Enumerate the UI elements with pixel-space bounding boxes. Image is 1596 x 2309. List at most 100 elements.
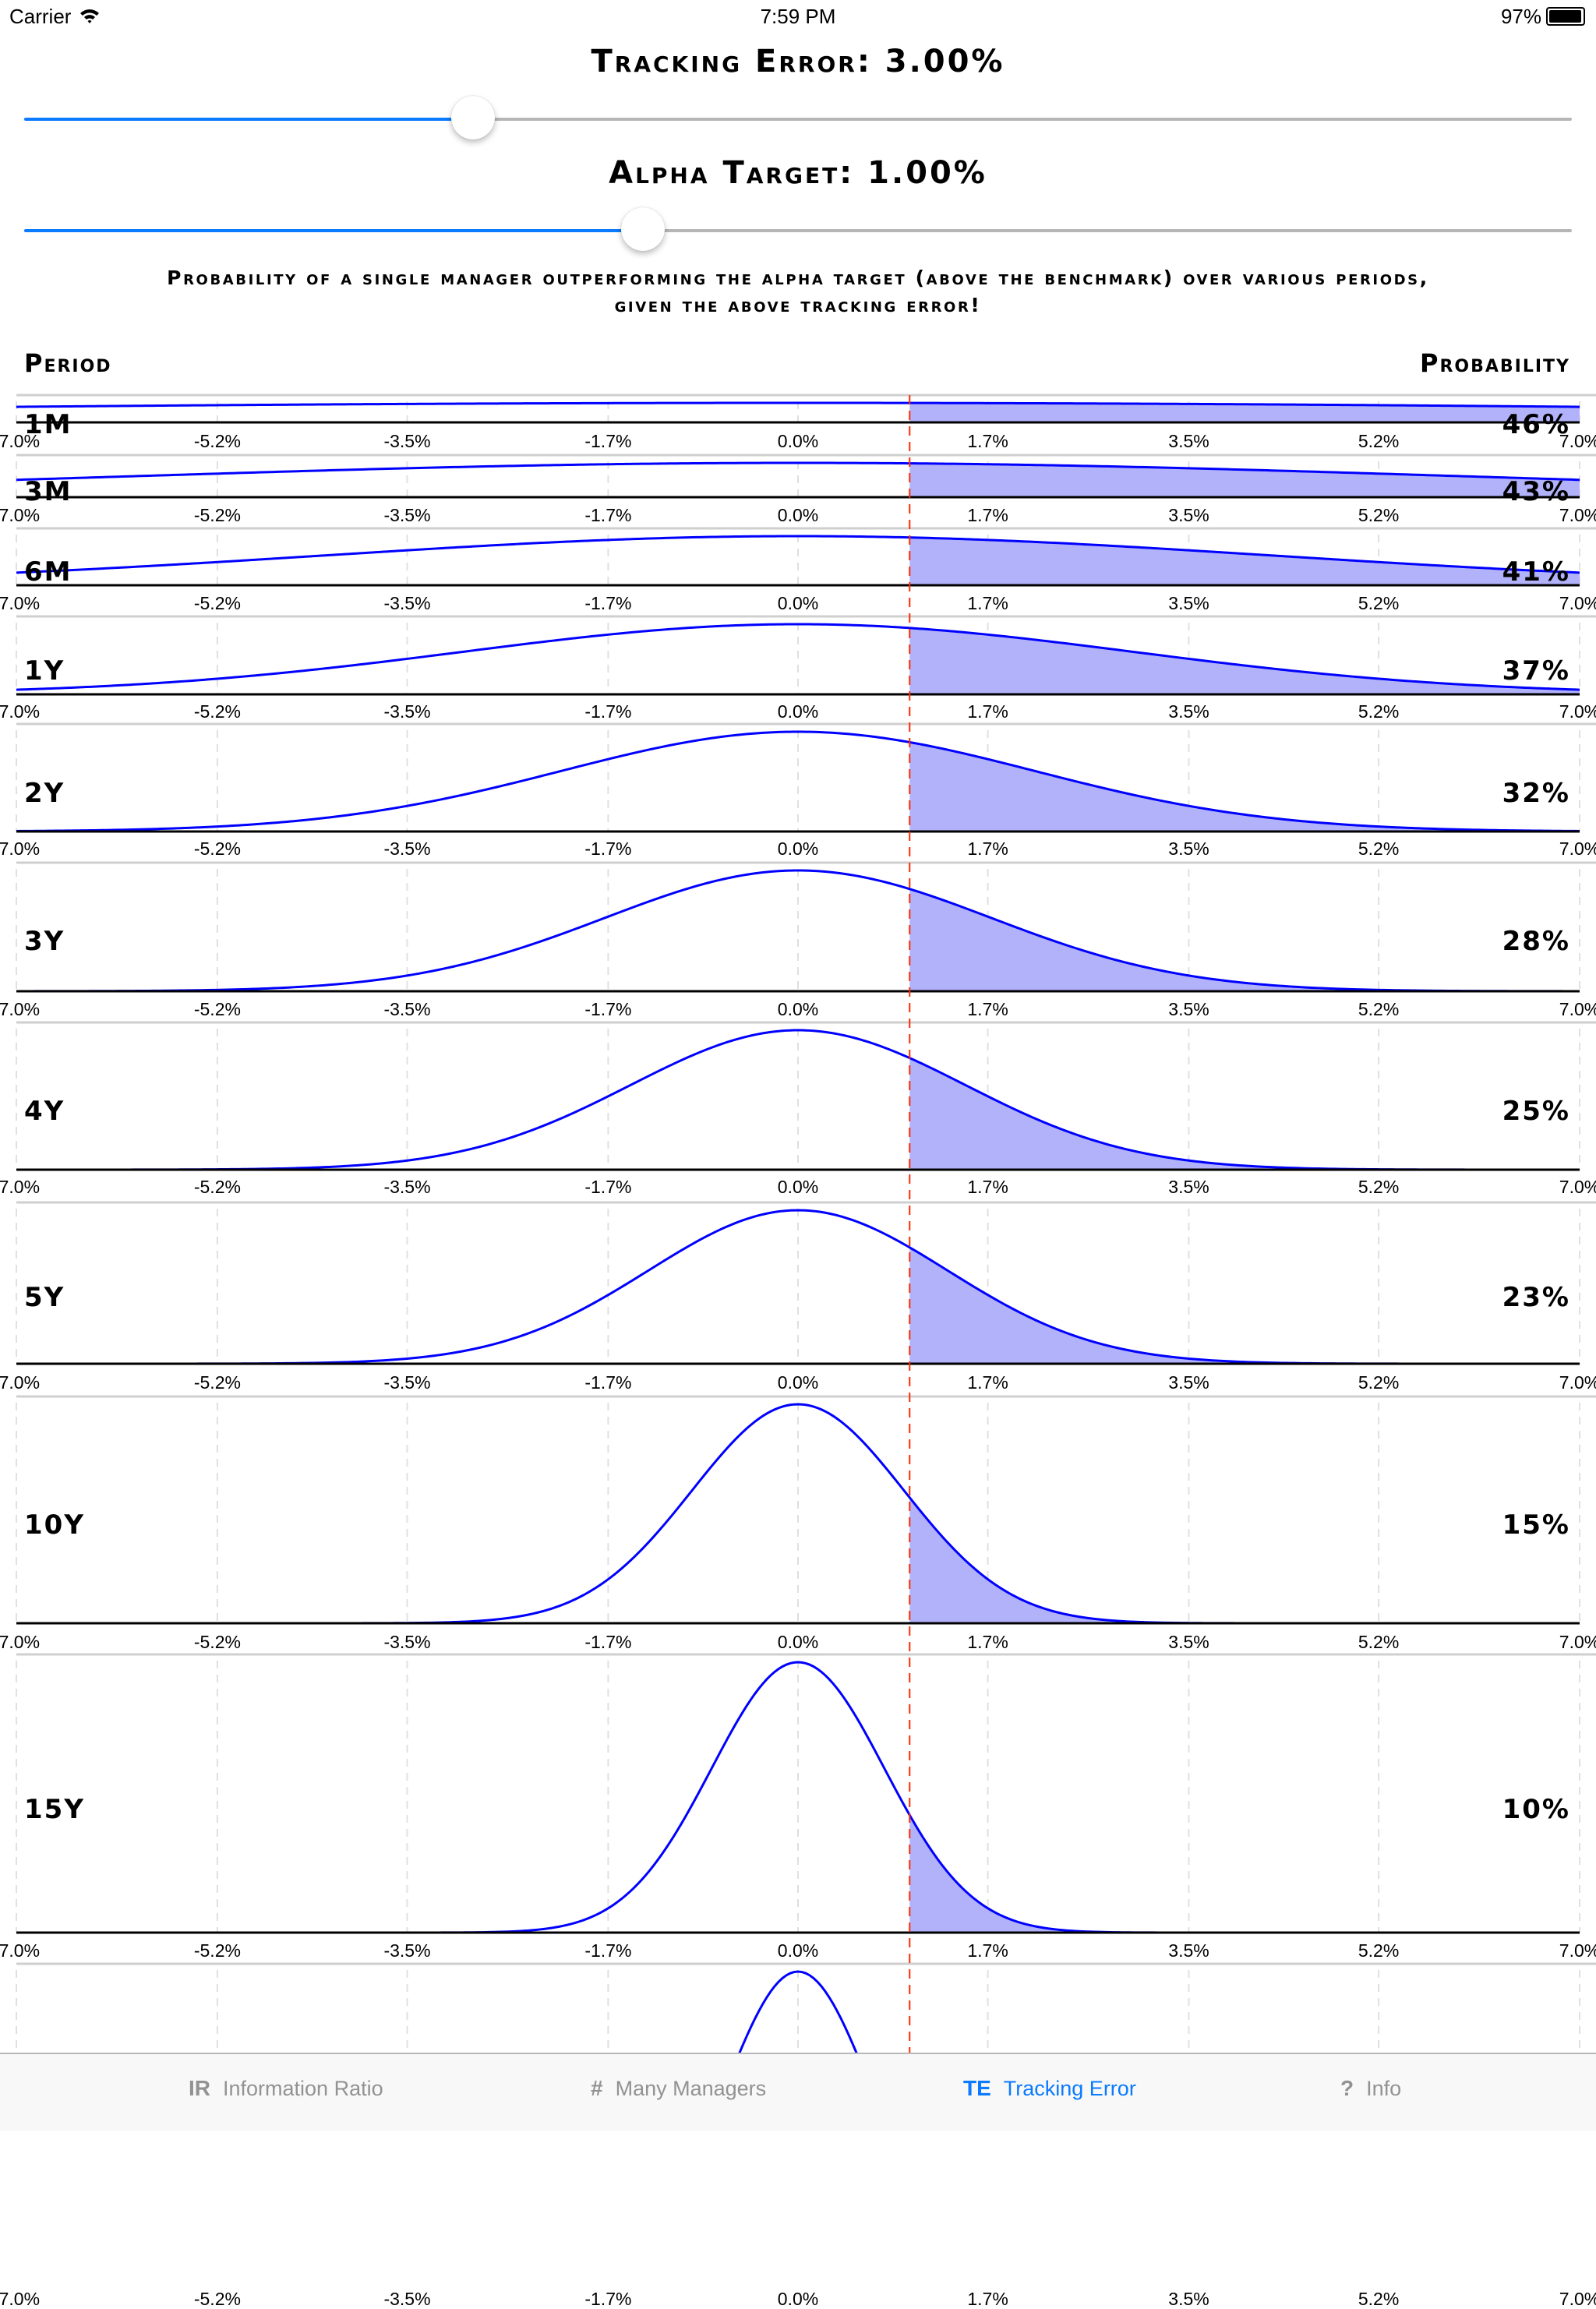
x-tick-label: 3.5% bbox=[1168, 1177, 1209, 1197]
x-tick-label: 7.0% bbox=[1559, 505, 1596, 525]
period-label: 3Y bbox=[24, 926, 65, 957]
x-tick-label: 0.0% bbox=[777, 839, 819, 859]
distribution-curve bbox=[16, 623, 1580, 691]
x-tick-label: 1.7% bbox=[967, 431, 1008, 451]
probability-value: 23% bbox=[1502, 1282, 1570, 1313]
x-tick-label: -5.2% bbox=[193, 1940, 241, 1961]
wifi-icon bbox=[80, 9, 99, 24]
probability-value: 10% bbox=[1502, 1794, 1570, 1825]
distribution-curve bbox=[16, 869, 1580, 993]
probability-value: 15% bbox=[1502, 1509, 1570, 1541]
probability-value: 46% bbox=[1502, 409, 1570, 440]
x-tick-label: 0.0% bbox=[777, 2289, 819, 2309]
x-tick-label: -3.5% bbox=[383, 593, 431, 613]
period-label: 4Y bbox=[24, 1096, 65, 1127]
x-tick-label: -7.0% bbox=[0, 431, 41, 451]
x-tick-label: -5.2% bbox=[193, 593, 241, 613]
x-tick-label: -7.0% bbox=[0, 1940, 41, 1961]
tab-label: Information Ratio bbox=[223, 2077, 383, 2100]
x-tick-label: -5.2% bbox=[193, 2289, 241, 2309]
tab-many-managers[interactable]: # Many Managers bbox=[591, 2076, 766, 2101]
ir-icon: IR bbox=[189, 2076, 210, 2100]
tab-label: Many Managers bbox=[615, 2077, 767, 2100]
x-tick-label: -3.5% bbox=[383, 999, 431, 1019]
x-tick-label: 1.7% bbox=[967, 2289, 1008, 2309]
x-tick-label: -3.5% bbox=[383, 1940, 431, 1961]
probability-value: 28% bbox=[1502, 926, 1570, 957]
x-tick-label: -5.2% bbox=[193, 701, 241, 722]
x-tick-label: 3.5% bbox=[1168, 701, 1209, 722]
x-tick-label: 1.7% bbox=[967, 1632, 1008, 1652]
x-tick-label: -3.5% bbox=[383, 1177, 431, 1197]
x-tick-label: 5.2% bbox=[1358, 505, 1400, 525]
x-tick-label: 7.0% bbox=[1559, 839, 1596, 859]
tracking-error-slider-thumb[interactable] bbox=[450, 96, 495, 139]
alpha-target-slider-thumb[interactable] bbox=[621, 207, 666, 251]
period-label: 15Y bbox=[24, 1794, 85, 1825]
x-tick-label: 1.7% bbox=[967, 1372, 1008, 1393]
probability-area bbox=[909, 742, 1580, 831]
x-tick-label: 1.7% bbox=[967, 1177, 1008, 1197]
period-label: 10Y bbox=[24, 1509, 85, 1541]
probability-area bbox=[909, 1497, 1580, 1623]
x-tick-label: 3.5% bbox=[1168, 2289, 1209, 2309]
alpha-target-slider[interactable] bbox=[24, 207, 1572, 251]
x-tick-label: -1.7% bbox=[584, 1940, 632, 1961]
tab-information-ratio[interactable]: IR Information Ratio bbox=[189, 2076, 383, 2101]
x-tick-label: -1.7% bbox=[584, 431, 632, 451]
hash-icon: # bbox=[591, 2076, 603, 2100]
period-label: 1M bbox=[24, 409, 72, 440]
tab-bar: IR Information Ratio # Many Managers TE Tra… bbox=[0, 2053, 1596, 2131]
x-tick-label: -1.7% bbox=[584, 999, 632, 1019]
x-tick-label: 3.5% bbox=[1168, 431, 1209, 451]
period-label: 2Y bbox=[24, 778, 65, 809]
distribution-curve bbox=[16, 461, 1580, 482]
x-tick-label: -7.0% bbox=[0, 999, 41, 1019]
x-tick-label: 0.0% bbox=[777, 431, 819, 451]
x-tick-label: 5.2% bbox=[1358, 1632, 1400, 1652]
description-line-2: given the above tracking error! bbox=[614, 294, 982, 316]
tab-label: Tracking Error bbox=[1003, 2077, 1136, 2100]
x-tick-label: 3.5% bbox=[1168, 1940, 1209, 1961]
probability-value: 32% bbox=[1502, 778, 1570, 809]
x-tick-label: -7.0% bbox=[0, 1177, 41, 1197]
x-tick-label: -3.5% bbox=[383, 1372, 431, 1393]
tracking-error-title: Tracking Error: 3.00% bbox=[591, 44, 1005, 79]
x-tick-label: -3.5% bbox=[383, 431, 431, 451]
x-tick-label: -5.2% bbox=[193, 505, 241, 525]
battery-icon bbox=[1546, 7, 1585, 26]
x-tick-label: 0.0% bbox=[777, 1940, 819, 1961]
x-tick-label: 1.7% bbox=[967, 593, 1008, 613]
x-tick-label: -5.2% bbox=[193, 1632, 241, 1652]
x-tick-label: -7.0% bbox=[0, 701, 41, 722]
tracking-error-slider[interactable] bbox=[24, 96, 1572, 139]
x-tick-label: 7.0% bbox=[1559, 431, 1596, 451]
x-tick-label: 5.2% bbox=[1358, 2289, 1400, 2309]
probability-value: 25% bbox=[1502, 1096, 1570, 1127]
period-label: 6M bbox=[24, 556, 72, 588]
probability-area bbox=[909, 463, 1580, 497]
x-tick-label: 3.5% bbox=[1168, 839, 1209, 859]
x-tick-label: 5.2% bbox=[1358, 999, 1400, 1019]
x-tick-label: -1.7% bbox=[584, 1632, 632, 1652]
x-tick-label: 1.7% bbox=[967, 701, 1008, 722]
x-tick-label: 7.0% bbox=[1559, 1177, 1596, 1197]
tab-info[interactable]: ? Info bbox=[1340, 2076, 1401, 2101]
charts-svg bbox=[16, 394, 1596, 2129]
x-tick-label: -1.7% bbox=[584, 505, 632, 525]
battery-percent: 97% bbox=[1500, 5, 1541, 28]
x-tick-label: -3.5% bbox=[383, 1632, 431, 1652]
x-tick-label: -7.0% bbox=[0, 505, 41, 525]
x-tick-label: 7.0% bbox=[1559, 999, 1596, 1019]
x-tick-label: 7.0% bbox=[1559, 1940, 1596, 1961]
x-tick-label: -1.7% bbox=[584, 839, 632, 859]
x-tick-label: -1.7% bbox=[584, 2289, 632, 2309]
x-tick-label: 7.0% bbox=[1559, 2289, 1596, 2309]
x-tick-label: -5.2% bbox=[193, 839, 241, 859]
tab-tracking-error[interactable]: TE Tracking Error bbox=[963, 2076, 1136, 2101]
probability-value: 41% bbox=[1502, 556, 1570, 588]
x-tick-label: 5.2% bbox=[1358, 839, 1400, 859]
x-tick-label: -3.5% bbox=[383, 839, 431, 859]
period-label: 1Y bbox=[24, 655, 65, 687]
period-header: Period bbox=[24, 348, 112, 378]
